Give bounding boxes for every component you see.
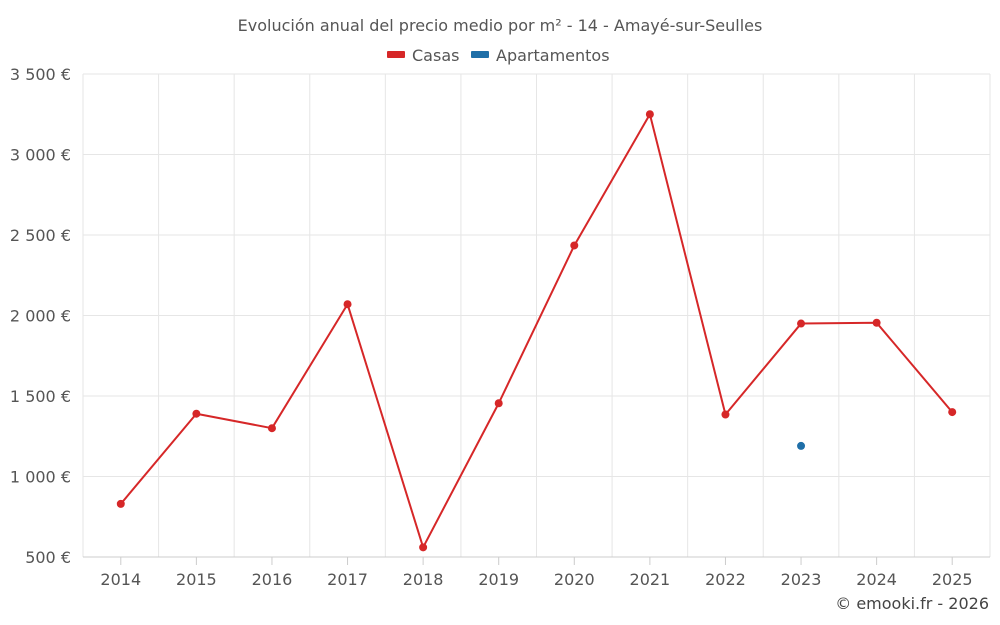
x-tick-label: 2017: [327, 570, 368, 589]
y-tick-label: 2 500 €: [10, 226, 71, 245]
data-point-casas[interactable]: [267, 424, 276, 433]
data-point-casas[interactable]: [645, 110, 654, 119]
data-point-casas[interactable]: [419, 543, 428, 552]
y-axis: 500 € 1 000 € 1 500 € 2 000 € 2 500 € 3 000 €…: [10, 65, 71, 567]
x-tick-label: 2023: [781, 570, 822, 589]
data-point-casas[interactable]: [948, 408, 957, 417]
legend-label-casas[interactable]: Casas: [412, 46, 459, 65]
x-tick-label: 2022: [705, 570, 746, 589]
legend-swatch-casas[interactable]: [387, 51, 405, 58]
credit-label: © emooki.fr - 2026: [835, 594, 989, 613]
data-point-casas[interactable]: [116, 499, 125, 508]
data-point-casas[interactable]: [872, 318, 881, 327]
x-tick-label: 2024: [856, 570, 897, 589]
x-tick-label: 2015: [176, 570, 217, 589]
x-tick-label: 2014: [100, 570, 141, 589]
x-tick-label: 2016: [252, 570, 293, 589]
data-point-casas[interactable]: [192, 409, 201, 418]
legend-swatch-apartamentos[interactable]: [471, 51, 489, 58]
x-tick-label: 2025: [932, 570, 973, 589]
y-tick-label: 1 500 €: [10, 387, 71, 406]
grid: [82, 73, 991, 557]
x-tick-label: 2018: [403, 570, 444, 589]
x-tick-label: 2021: [630, 570, 671, 589]
y-tick-label: 2 000 €: [10, 307, 71, 326]
y-tick-label: 1 000 €: [10, 468, 71, 487]
data-point-casas[interactable]: [494, 399, 503, 408]
y-tick-label: 3 000 €: [10, 146, 71, 165]
legend: Casas Apartamentos: [387, 46, 610, 65]
legend-label-apartamentos[interactable]: Apartamentos: [496, 46, 610, 65]
data-point-apartamentos[interactable]: [797, 441, 806, 450]
y-tick-label: 3 500 €: [10, 65, 71, 84]
data-point-casas[interactable]: [570, 241, 579, 250]
chart-title: Evolución anual del precio medio por m² …: [238, 16, 763, 35]
data-point-casas[interactable]: [797, 319, 806, 328]
data-point-casas[interactable]: [343, 300, 352, 309]
series-layer: [116, 110, 957, 552]
x-tick-label: 2019: [478, 570, 519, 589]
data-point-casas[interactable]: [721, 410, 730, 419]
y-tick-label: 500 €: [25, 548, 71, 567]
x-tick-label: 2020: [554, 570, 595, 589]
series-line-casas: [120, 113, 953, 549]
x-axis: 2014 2015 2016 2017 2018 2019 2020 2021 2022 2023…: [83, 556, 990, 589]
